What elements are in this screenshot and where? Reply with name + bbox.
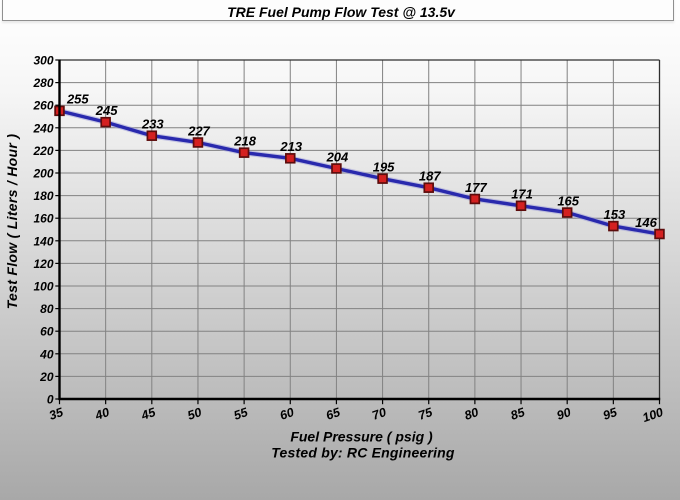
svg-text:180: 180 [33, 189, 53, 203]
svg-text:120: 120 [33, 257, 53, 271]
svg-text:TRE Fuel Pump Flow Test @ 13.5: TRE Fuel Pump Flow Test @ 13.5v [227, 4, 456, 20]
svg-text:0: 0 [47, 393, 54, 407]
svg-text:Tested by: RC Engineering: Tested by: RC Engineering [271, 445, 455, 461]
svg-text:20: 20 [39, 370, 54, 384]
svg-text:50: 50 [186, 405, 204, 423]
svg-text:40: 40 [39, 347, 54, 361]
svg-text:55: 55 [232, 405, 251, 423]
svg-text:177: 177 [465, 180, 487, 195]
svg-text:204: 204 [326, 149, 349, 164]
svg-text:45: 45 [139, 405, 159, 423]
svg-text:165: 165 [557, 193, 579, 208]
svg-text:35: 35 [47, 405, 66, 423]
svg-text:160: 160 [33, 212, 53, 226]
svg-text:213: 213 [279, 139, 302, 154]
svg-text:227: 227 [187, 123, 210, 138]
svg-text:260: 260 [32, 99, 53, 113]
svg-text:90: 90 [555, 405, 573, 423]
svg-text:146: 146 [635, 215, 657, 230]
svg-text:171: 171 [511, 187, 533, 202]
svg-text:200: 200 [32, 167, 53, 181]
svg-text:80: 80 [40, 302, 54, 316]
svg-text:255: 255 [66, 92, 89, 107]
svg-text:218: 218 [233, 133, 256, 148]
svg-text:300: 300 [33, 54, 53, 68]
svg-text:100: 100 [641, 405, 665, 425]
svg-text:245: 245 [95, 103, 118, 118]
svg-text:60: 60 [40, 325, 54, 339]
svg-text:70: 70 [370, 405, 388, 423]
svg-text:140: 140 [33, 234, 53, 248]
svg-text:195: 195 [373, 159, 395, 174]
svg-text:75: 75 [417, 405, 436, 423]
svg-text:233: 233 [141, 117, 164, 132]
svg-text:220: 220 [32, 144, 53, 158]
svg-text:65: 65 [324, 405, 343, 423]
svg-text:95: 95 [601, 405, 620, 423]
svg-text:240: 240 [32, 121, 53, 135]
svg-text:60: 60 [278, 405, 296, 423]
svg-text:80: 80 [463, 405, 481, 423]
svg-text:Fuel Pressure ( psig ): Fuel Pressure ( psig ) [290, 429, 433, 445]
svg-text:153: 153 [603, 207, 625, 222]
svg-text:280: 280 [32, 76, 53, 90]
svg-text:187: 187 [419, 168, 441, 183]
svg-text:85: 85 [509, 405, 528, 423]
svg-text:100: 100 [33, 280, 53, 294]
svg-text:40: 40 [92, 405, 111, 423]
svg-text:Test Flow ( Liters / Hour ): Test Flow ( Liters / Hour ) [4, 134, 20, 310]
